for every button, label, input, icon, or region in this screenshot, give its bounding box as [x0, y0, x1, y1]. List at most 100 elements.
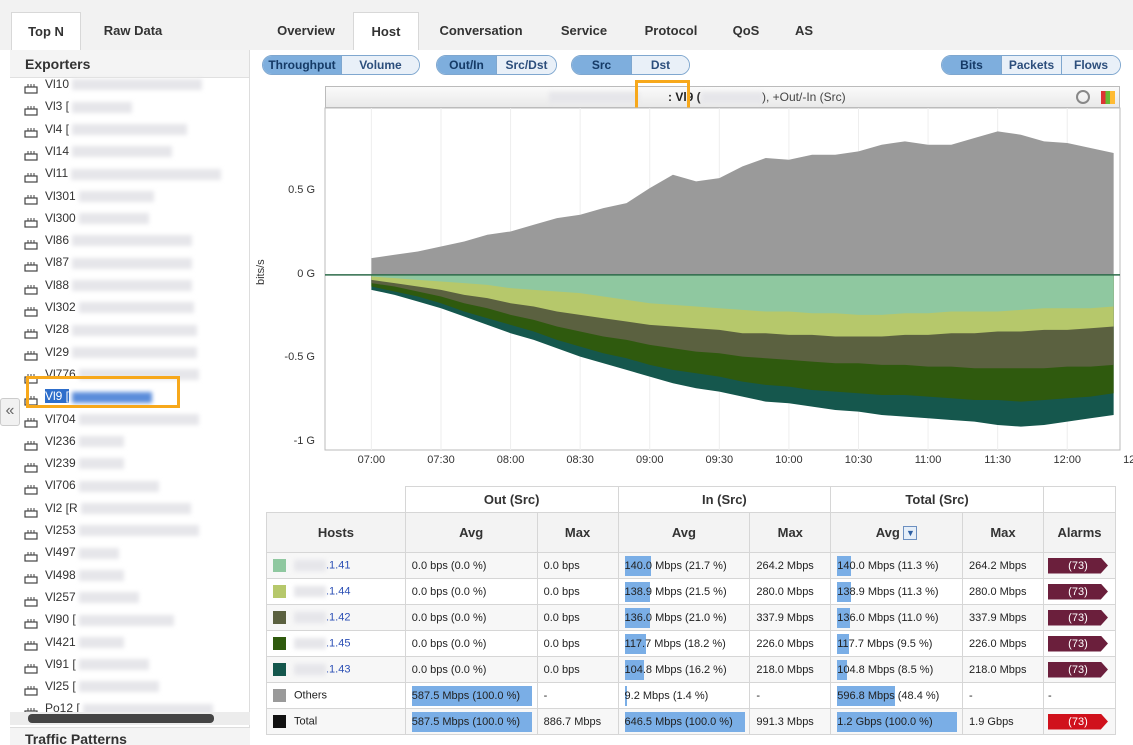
col-out-max[interactable]: Max — [536, 512, 619, 553]
exporter-item[interactable]: Vl25 [ — [24, 676, 159, 696]
router-icon — [24, 281, 38, 295]
col-in-avg[interactable]: Avg — [617, 512, 751, 553]
tab-host[interactable]: Host — [353, 12, 419, 50]
dst-button[interactable]: Dst — [631, 56, 689, 74]
alarm-badge[interactable]: (73) — [1047, 557, 1108, 574]
host-link[interactable]: .1.44 — [326, 585, 351, 598]
exporter-item[interactable]: Vl300 — [24, 208, 149, 228]
host-link[interactable]: .1.41 — [326, 559, 351, 572]
cell-out-max: 0.0 bps — [536, 552, 619, 579]
cell-host[interactable]: .1.41 — [266, 552, 406, 579]
src-button[interactable]: Src — [572, 56, 631, 74]
host-link[interactable]: .1.42 — [326, 611, 351, 624]
value-bar — [837, 634, 849, 654]
cell-alarm[interactable]: (73) — [1042, 604, 1117, 631]
exporter-item[interactable]: Vl497 — [24, 542, 119, 562]
exporter-item[interactable]: Vl88 — [24, 275, 193, 295]
host-label: Total — [294, 715, 318, 728]
exporter-item[interactable]: Vl4 [ — [24, 119, 188, 139]
host-link[interactable]: .1.45 — [326, 637, 351, 650]
exporter-item[interactable]: Vl498 — [24, 565, 124, 585]
flows-button[interactable]: Flows — [1061, 56, 1120, 74]
col-total-max[interactable]: Max — [962, 512, 1044, 553]
exporter-item[interactable]: Vl236 — [24, 431, 124, 451]
exporter-item[interactable]: Vl9 [ — [24, 386, 153, 406]
exporter-item[interactable]: Vl253 — [24, 520, 199, 540]
cell-host[interactable]: .1.45 — [266, 630, 406, 657]
out-in-button[interactable]: Out/In — [437, 56, 496, 74]
alarm-badge[interactable]: (73) — [1047, 635, 1108, 652]
col-alarms[interactable]: Alarms — [1042, 512, 1117, 553]
redacted-text — [72, 391, 153, 403]
cell-alarm[interactable]: - — [1042, 682, 1117, 709]
cell-alarm[interactable]: (73) — [1042, 578, 1117, 605]
cell-out-max: 0.0 bps — [536, 604, 619, 631]
exporter-item[interactable]: Vl86 — [24, 230, 193, 250]
col-out-avg[interactable]: Avg — [404, 512, 538, 553]
exporter-item[interactable]: Vl90 [ — [24, 609, 174, 629]
collapse-panel-button[interactable]: « — [0, 398, 20, 426]
cell-alarm[interactable]: (73) — [1042, 630, 1117, 657]
exporter-item[interactable]: Vl301 — [24, 186, 154, 206]
exporter-item[interactable]: Vl91 [ — [24, 654, 149, 674]
exporter-item[interactable]: Vl11 — [24, 163, 222, 183]
tab-raw-data[interactable]: Raw Data — [103, 23, 163, 38]
x-tick-label: 07:30 — [427, 454, 455, 466]
exporter-item[interactable]: Vl14 — [24, 141, 173, 161]
sort-desc-icon[interactable]: ▼ — [903, 526, 918, 541]
exporter-label: Vl9 [ — [45, 389, 70, 404]
cell-alarm[interactable]: (73) — [1042, 656, 1117, 683]
tab-conversation[interactable]: Conversation — [439, 23, 523, 38]
bits-button[interactable]: Bits — [942, 56, 1001, 74]
tab-service[interactable]: Service — [560, 23, 608, 38]
exporter-item[interactable]: Vl3 [ — [24, 96, 133, 116]
cell-alarm[interactable]: (73) — [1042, 708, 1117, 735]
volume-button[interactable]: Volume — [341, 56, 419, 74]
exporter-item[interactable]: Vl28 — [24, 319, 198, 339]
cell-in-max: 991.3 Mbps — [749, 708, 832, 735]
exporter-item[interactable]: Vl257 — [24, 587, 139, 607]
exporter-item[interactable]: Vl87 — [24, 252, 193, 272]
host-link[interactable]: .1.43 — [326, 663, 351, 676]
cell-host[interactable]: Total — [266, 708, 406, 735]
alarm-badge[interactable]: (73) — [1047, 583, 1108, 600]
cell-host[interactable]: .1.44 — [266, 578, 406, 605]
exporter-item[interactable]: Vl421 — [24, 632, 124, 652]
tab-protocol[interactable]: Protocol — [644, 23, 698, 38]
series-swatch — [273, 663, 286, 676]
zoom-icon[interactable] — [1076, 90, 1090, 104]
cell-in_avg: 140.0 Mbps (21.7 %) — [617, 552, 751, 579]
alarm-badge[interactable]: (73) — [1047, 609, 1108, 626]
exporter-item[interactable]: Vl239 — [24, 453, 124, 473]
cell-host[interactable]: .1.43 — [266, 656, 406, 683]
tab-as[interactable]: AS — [794, 23, 814, 38]
exporter-item[interactable]: Vl10 — [24, 74, 203, 94]
cell-alarm[interactable]: (73) — [1042, 552, 1117, 579]
exporter-scrollbar[interactable] — [28, 714, 214, 723]
group-out-src: Out (Src) — [404, 486, 619, 513]
alarm-badge[interactable]: (73) — [1047, 661, 1108, 678]
alarm-badge[interactable]: (73) — [1047, 713, 1108, 730]
tab-top-n[interactable]: Top N — [11, 12, 81, 50]
cell-host[interactable]: Others — [266, 682, 406, 709]
exporter-item[interactable]: Vl302 — [24, 297, 194, 317]
col-total-avg[interactable]: Avg ▼ — [830, 512, 964, 553]
exporter-item[interactable]: Vl706 — [24, 475, 159, 495]
tab-overview[interactable]: Overview — [277, 23, 335, 38]
col-hosts[interactable]: Hosts — [266, 512, 406, 553]
col-in-max[interactable]: Max — [749, 512, 832, 553]
packets-button[interactable]: Packets — [1001, 56, 1061, 74]
cell-host[interactable]: .1.42 — [266, 604, 406, 631]
exporter-label: Vl498 — [45, 567, 76, 582]
cell-in-max: 218.0 Mbps — [749, 656, 832, 683]
traffic-patterns-header[interactable]: Traffic Patterns — [10, 727, 250, 745]
chart-type-icon[interactable] — [1101, 91, 1115, 104]
exporter-item[interactable]: Vl29 — [24, 342, 198, 362]
exporter-item[interactable]: Vl2 [R — [24, 498, 191, 518]
tab-qos[interactable]: QoS — [732, 23, 760, 38]
router-icon — [24, 303, 38, 317]
throughput-button[interactable]: Throughput — [263, 56, 341, 74]
exporter-item[interactable]: Vl704 — [24, 409, 199, 429]
src-dst-button[interactable]: Src/Dst — [496, 56, 556, 74]
router-icon — [24, 325, 38, 339]
